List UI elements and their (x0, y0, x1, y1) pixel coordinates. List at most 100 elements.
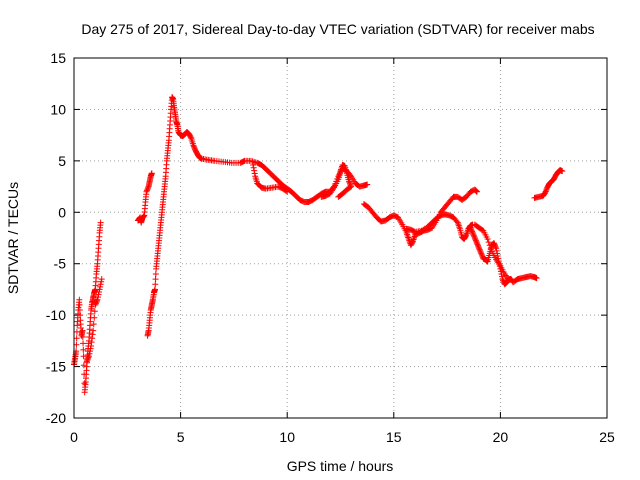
y-tick-label: 10 (50, 101, 66, 117)
data-point-seg1 (79, 334, 86, 340)
plot-frame (73, 57, 608, 419)
data-point-seg5 (467, 224, 474, 231)
data-point-seg3 (251, 158, 258, 165)
y-tick-label: -10 (46, 307, 66, 323)
data-point-seg5b (485, 239, 492, 246)
data-point-seg5 (470, 232, 477, 239)
data-point-seg5 (473, 240, 480, 247)
data-point-seg4 (472, 187, 479, 194)
data-point-seg1 (79, 327, 86, 334)
data-point-seg3b (250, 164, 257, 171)
data-point-seg3b (251, 167, 258, 174)
x-axis-label: GPS time / hours (287, 458, 394, 474)
data-point-seg5 (498, 273, 505, 280)
data-point-seg5b (505, 277, 512, 284)
data-point-seg4 (405, 234, 412, 241)
data-point-seg1b (93, 299, 100, 306)
data-point-seg3b (284, 188, 291, 195)
data-point-seg5b (484, 236, 491, 243)
x-tick-label: 15 (386, 429, 402, 445)
data-point-seg1b (88, 343, 95, 349)
data-point-seg3 (240, 158, 247, 165)
data-point-seg5 (475, 242, 482, 249)
data-point-seg2 (140, 213, 147, 220)
y-axis-label: SDTVAR / TECUs (5, 182, 21, 294)
data-point-seg5 (491, 240, 498, 247)
data-point-seg3 (152, 281, 159, 288)
data-point-seg4 (472, 187, 479, 194)
data-point-seg1b (88, 339, 95, 346)
data-point-seg2 (148, 170, 155, 177)
data-point-seg1 (80, 340, 87, 347)
data-point-seg5 (477, 247, 484, 254)
data-point-seg6 (542, 188, 549, 195)
data-point-seg1b (92, 301, 99, 308)
data-point-seg3c (336, 193, 343, 200)
x-tick-label: 0 (70, 429, 78, 445)
tick-labels: 0 5 10 15 20 25 15 10 5 0 -5 -10 -15 -20 (46, 50, 615, 445)
data-point-seg1b (90, 321, 97, 328)
data-point-seg1b (95, 291, 102, 298)
y-tick-label: 5 (58, 153, 66, 169)
data-point-seg1b (86, 348, 93, 355)
data-point-seg3 (187, 134, 194, 141)
data-point-seg1b (91, 314, 98, 321)
data-point-seg5 (491, 241, 498, 248)
data-point-seg1b (84, 355, 91, 362)
data-point-seg3 (190, 143, 197, 150)
x-tick-label: 25 (599, 429, 615, 445)
data-point-seg3 (190, 142, 197, 149)
data-point-seg5 (493, 245, 500, 252)
x-tick-label: 20 (493, 429, 509, 445)
data-point-seg1b (90, 327, 97, 334)
y-tick-label: 0 (58, 204, 66, 220)
data-point-seg3 (249, 158, 256, 165)
chart-title: Day 275 of 2017, Sidereal Day-to-day VTE… (81, 21, 594, 37)
data-point-seg5 (469, 228, 476, 235)
axis-ticks (73, 57, 608, 419)
data-point-seg1b (97, 283, 104, 290)
data-point-seg1b (98, 276, 105, 283)
data-point-seg5 (468, 227, 475, 234)
data-point-seg5 (493, 247, 500, 254)
data-point-seg1 (76, 301, 83, 308)
data-point-seg4 (473, 188, 480, 195)
x-tick-label: 10 (279, 429, 295, 445)
data-point-seg5 (492, 242, 499, 249)
data-point-seg5 (470, 231, 477, 238)
data-point-seg4b (455, 221, 462, 228)
data-point-seg1b (89, 331, 96, 338)
data-point-seg1 (80, 353, 87, 360)
data-point-seg1 (81, 380, 88, 387)
data-point-seg5 (472, 236, 479, 243)
data-point-seg5b (486, 242, 493, 249)
data-point-seg1b (89, 335, 96, 342)
data-point-seg3b (251, 170, 258, 177)
data-point-seg2 (144, 186, 151, 193)
data-point-seg1b (94, 296, 101, 303)
data-point-seg5 (468, 226, 475, 232)
data-point-seg6 (543, 187, 550, 194)
data-point-seg4 (404, 232, 411, 239)
data-point-seg3b (250, 161, 257, 168)
data-point-seg1b (85, 354, 92, 361)
data-point-seg2 (145, 184, 152, 191)
data-point-seg1b (97, 281, 104, 288)
data-point-seg6 (559, 168, 566, 175)
data-point-seg1 (97, 219, 104, 226)
data-point-seg1b (85, 353, 92, 360)
data-point-seg5 (471, 235, 478, 241)
data-point-seg3 (152, 276, 159, 283)
data-point-seg3c (346, 178, 353, 185)
data-point-seg4 (473, 188, 480, 195)
y-tick-label: -5 (54, 256, 67, 272)
data-point-seg1b (96, 289, 103, 295)
data-point-seg1b (86, 350, 93, 357)
data-point-seg1 (73, 335, 80, 342)
data-point-seg5 (499, 276, 506, 283)
data-point-seg1 (77, 312, 84, 319)
y-tick-label: 15 (50, 50, 66, 66)
data-point-seg5 (533, 275, 540, 282)
data-point-seg2 (144, 187, 151, 194)
